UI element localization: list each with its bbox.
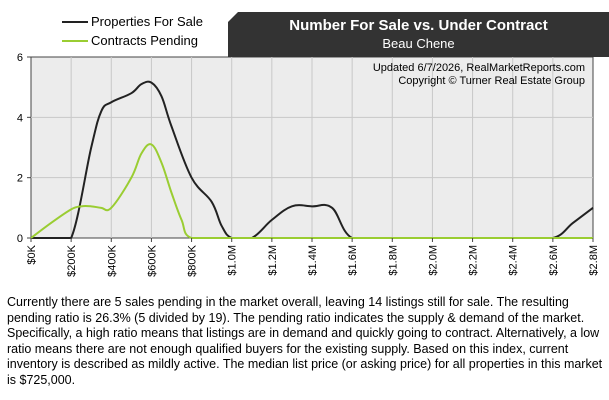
x-tick-label: $2.0M (427, 245, 439, 276)
x-tick-label: $1.6M (347, 245, 359, 276)
y-tick-label: 0 (17, 233, 23, 245)
grid (31, 57, 593, 238)
chart-subtitle: Beau Chene (382, 36, 455, 51)
legend-label-pending: Contracts Pending (91, 33, 198, 48)
x-axis-ticks: $0K $200K $400K $600K $800K $1.0M $1.2M $1.4M $1… (26, 238, 600, 277)
y-axis-ticks: 0 2 4 6 (17, 52, 31, 245)
x-tick-label: $0K (26, 244, 38, 264)
x-tick-label: $1.0M (227, 245, 239, 276)
title-box: Number For Sale vs. Under Contract Beau … (228, 12, 609, 57)
x-tick-label: $2.2M (468, 245, 480, 276)
x-tick-label: $200K (66, 244, 78, 276)
updated-credit: Updated 6/7/2026, RealMarketReports.com (372, 62, 585, 74)
x-tick-label: $600K (146, 244, 158, 276)
legend (62, 21, 88, 42)
y-tick-label: 4 (17, 112, 23, 124)
chart-svg: 0 2 4 6 $0K $200K $400K $600K $800K $1.0M $1.2M $1… (17, 21, 600, 277)
legend-label-for-sale: Properties For Sale (91, 14, 203, 29)
copyright-credit: Copyright © Turner Real Estate Group (398, 75, 585, 87)
x-tick-label: $1.8M (387, 245, 399, 276)
series-line-pending (30, 143, 593, 240)
series-layer (30, 80, 594, 240)
description-text: Currently there are 5 sales pending in t… (7, 295, 603, 387)
x-tick-label: $2.4M (508, 245, 520, 276)
chart-title: Number For Sale vs. Under Contract (289, 17, 548, 34)
x-tick-label: $400K (106, 244, 118, 276)
x-tick-label: $2.6M (548, 245, 560, 276)
y-tick-label: 6 (17, 52, 23, 64)
x-tick-label: $2.8M (588, 245, 600, 276)
x-tick-label: $800K (187, 244, 199, 276)
x-tick-label: $1.4M (307, 245, 319, 276)
x-tick-label: $1.2M (267, 245, 279, 276)
y-tick-label: 2 (17, 173, 23, 185)
